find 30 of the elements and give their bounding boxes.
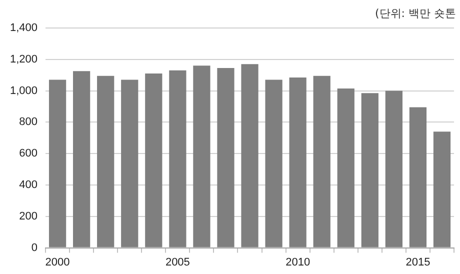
y-tick-label: 200 bbox=[19, 210, 38, 222]
x-tick-label: 2000 bbox=[45, 256, 70, 268]
x-tick-label: 2005 bbox=[165, 256, 190, 268]
bar bbox=[145, 74, 162, 248]
bar bbox=[313, 76, 330, 248]
y-tick-label: 600 bbox=[19, 148, 38, 160]
y-tick-label: 1,200 bbox=[10, 53, 38, 66]
bar bbox=[193, 66, 210, 248]
y-tick-label: 1,000 bbox=[10, 84, 38, 97]
bar bbox=[97, 76, 114, 248]
x-tick-label: 2015 bbox=[406, 256, 430, 268]
x-tick-label: 2010 bbox=[286, 256, 310, 268]
bar bbox=[265, 80, 282, 248]
y-tick-label: 0 bbox=[31, 242, 38, 254]
bar bbox=[121, 80, 138, 248]
bar bbox=[241, 64, 258, 248]
bar bbox=[217, 68, 234, 248]
y-tick-label: 1,400 bbox=[10, 22, 38, 34]
y-tick-label: 800 bbox=[19, 116, 38, 128]
bar bbox=[337, 88, 354, 248]
bar bbox=[409, 107, 427, 248]
bar bbox=[48, 80, 66, 248]
text: (단위: 백만 숏톤 bbox=[375, 6, 456, 21]
bar bbox=[433, 132, 451, 248]
bar bbox=[169, 70, 186, 248]
bar bbox=[73, 71, 90, 248]
bar bbox=[385, 90, 402, 248]
bar bbox=[289, 77, 306, 248]
y-tick-label: 400 bbox=[19, 179, 38, 192]
bar bbox=[361, 93, 378, 248]
